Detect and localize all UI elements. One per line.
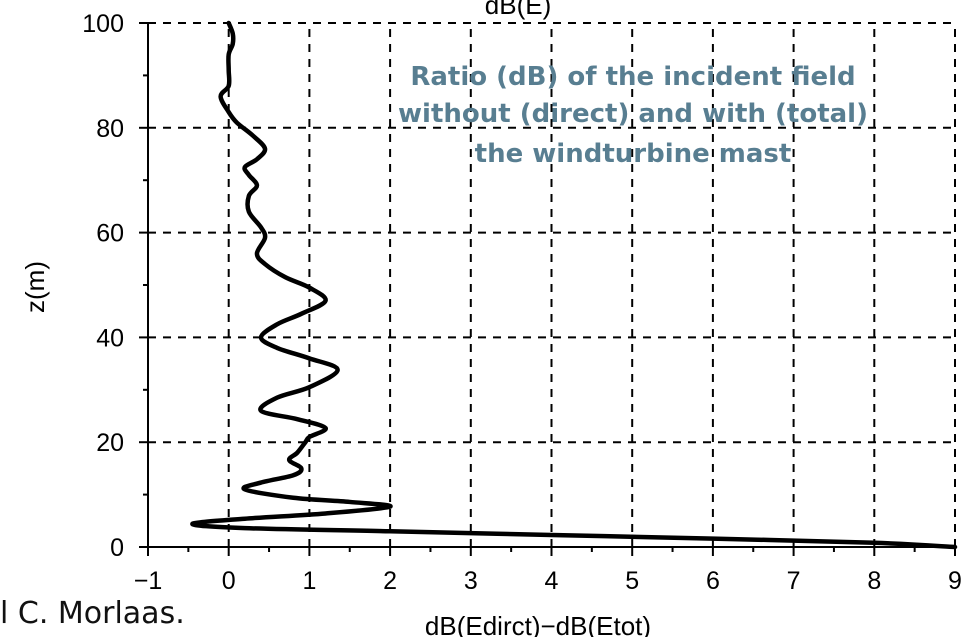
y-tick-label: 80 <box>96 115 124 143</box>
x-tick-label: 4 <box>545 567 559 595</box>
x-tick-label: 5 <box>625 567 639 595</box>
annotation: Ratio (dB) of the incident field without … <box>398 62 868 169</box>
top-label: dB(E) <box>485 0 551 20</box>
x-tick-label: 0 <box>222 567 236 595</box>
x-axis-label: dB(Edirct)−dB(Etot) <box>425 611 651 637</box>
y-tick-label: 60 <box>96 220 124 248</box>
x-tick-label: 7 <box>787 567 801 595</box>
x-tick-label: 2 <box>383 567 397 595</box>
series-line <box>190 20 958 550</box>
ticks <box>139 22 956 556</box>
x-tick-label: −1 <box>134 567 163 595</box>
y-tick-label: 20 <box>96 429 124 457</box>
y-tick-label: 40 <box>96 324 124 352</box>
author-credit: l C. Morlaas. <box>0 596 185 631</box>
x-tick-label: 1 <box>302 567 316 595</box>
x-tick-label: 3 <box>464 567 478 595</box>
tick-labels: −1 0 1 2 3 4 5 6 7 8 9 0 20 40 60 80 100 <box>82 10 962 595</box>
y-tick-label: 0 <box>110 534 124 562</box>
x-tick-label: 8 <box>867 567 881 595</box>
x-tick-label: 6 <box>706 567 720 595</box>
annotation-line: without (direct) and with (total) <box>398 99 868 129</box>
x-tick-label: 9 <box>948 567 962 595</box>
grid <box>148 22 956 547</box>
y-axis-label: z(m) <box>20 261 50 313</box>
annotation-line: the windturbine mast <box>475 139 792 169</box>
annotation-line: Ratio (dB) of the incident field <box>410 62 855 92</box>
series <box>190 20 958 550</box>
y-tick-label: 100 <box>82 10 124 38</box>
